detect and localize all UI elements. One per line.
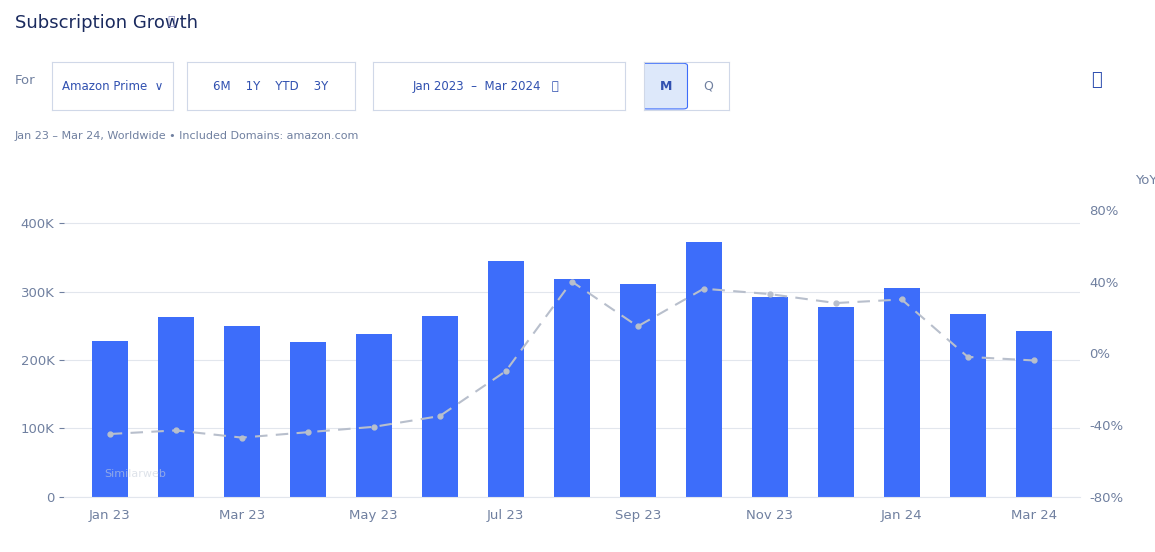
Bar [487,261,524,497]
Text: 📊: 📊 [1091,71,1102,89]
Bar [356,334,392,497]
Bar [949,314,986,497]
Text: Subscription Growth: Subscription Growth [15,14,198,32]
Text: ⓘ: ⓘ [167,15,174,29]
Bar [686,242,722,497]
Bar [884,288,919,497]
Text: Jan 23 – Mar 24, Worldwide • Included Domains: amazon.com: Jan 23 – Mar 24, Worldwide • Included Do… [15,131,359,141]
Bar [752,297,788,497]
Text: YoY: YoY [1135,174,1155,187]
FancyBboxPatch shape [642,63,687,109]
Bar [619,284,656,497]
Text: M: M [661,79,672,93]
Bar [422,316,457,497]
Text: Jan 2023  –  Mar 2024   📅: Jan 2023 – Mar 2024 📅 [413,79,560,93]
Bar [91,341,128,497]
Text: Similarweb: Similarweb [104,469,166,479]
Bar [818,307,854,497]
Bar [1015,331,1052,497]
Bar [553,279,590,497]
Text: 6M    1Y    YTD    3Y: 6M 1Y YTD 3Y [214,79,328,93]
Text: Q: Q [702,79,713,93]
Text: For: For [15,73,36,87]
Bar [290,342,326,497]
Bar [224,326,260,497]
Text: Amazon Prime  ∨: Amazon Prime ∨ [62,79,163,93]
Bar [157,317,194,497]
